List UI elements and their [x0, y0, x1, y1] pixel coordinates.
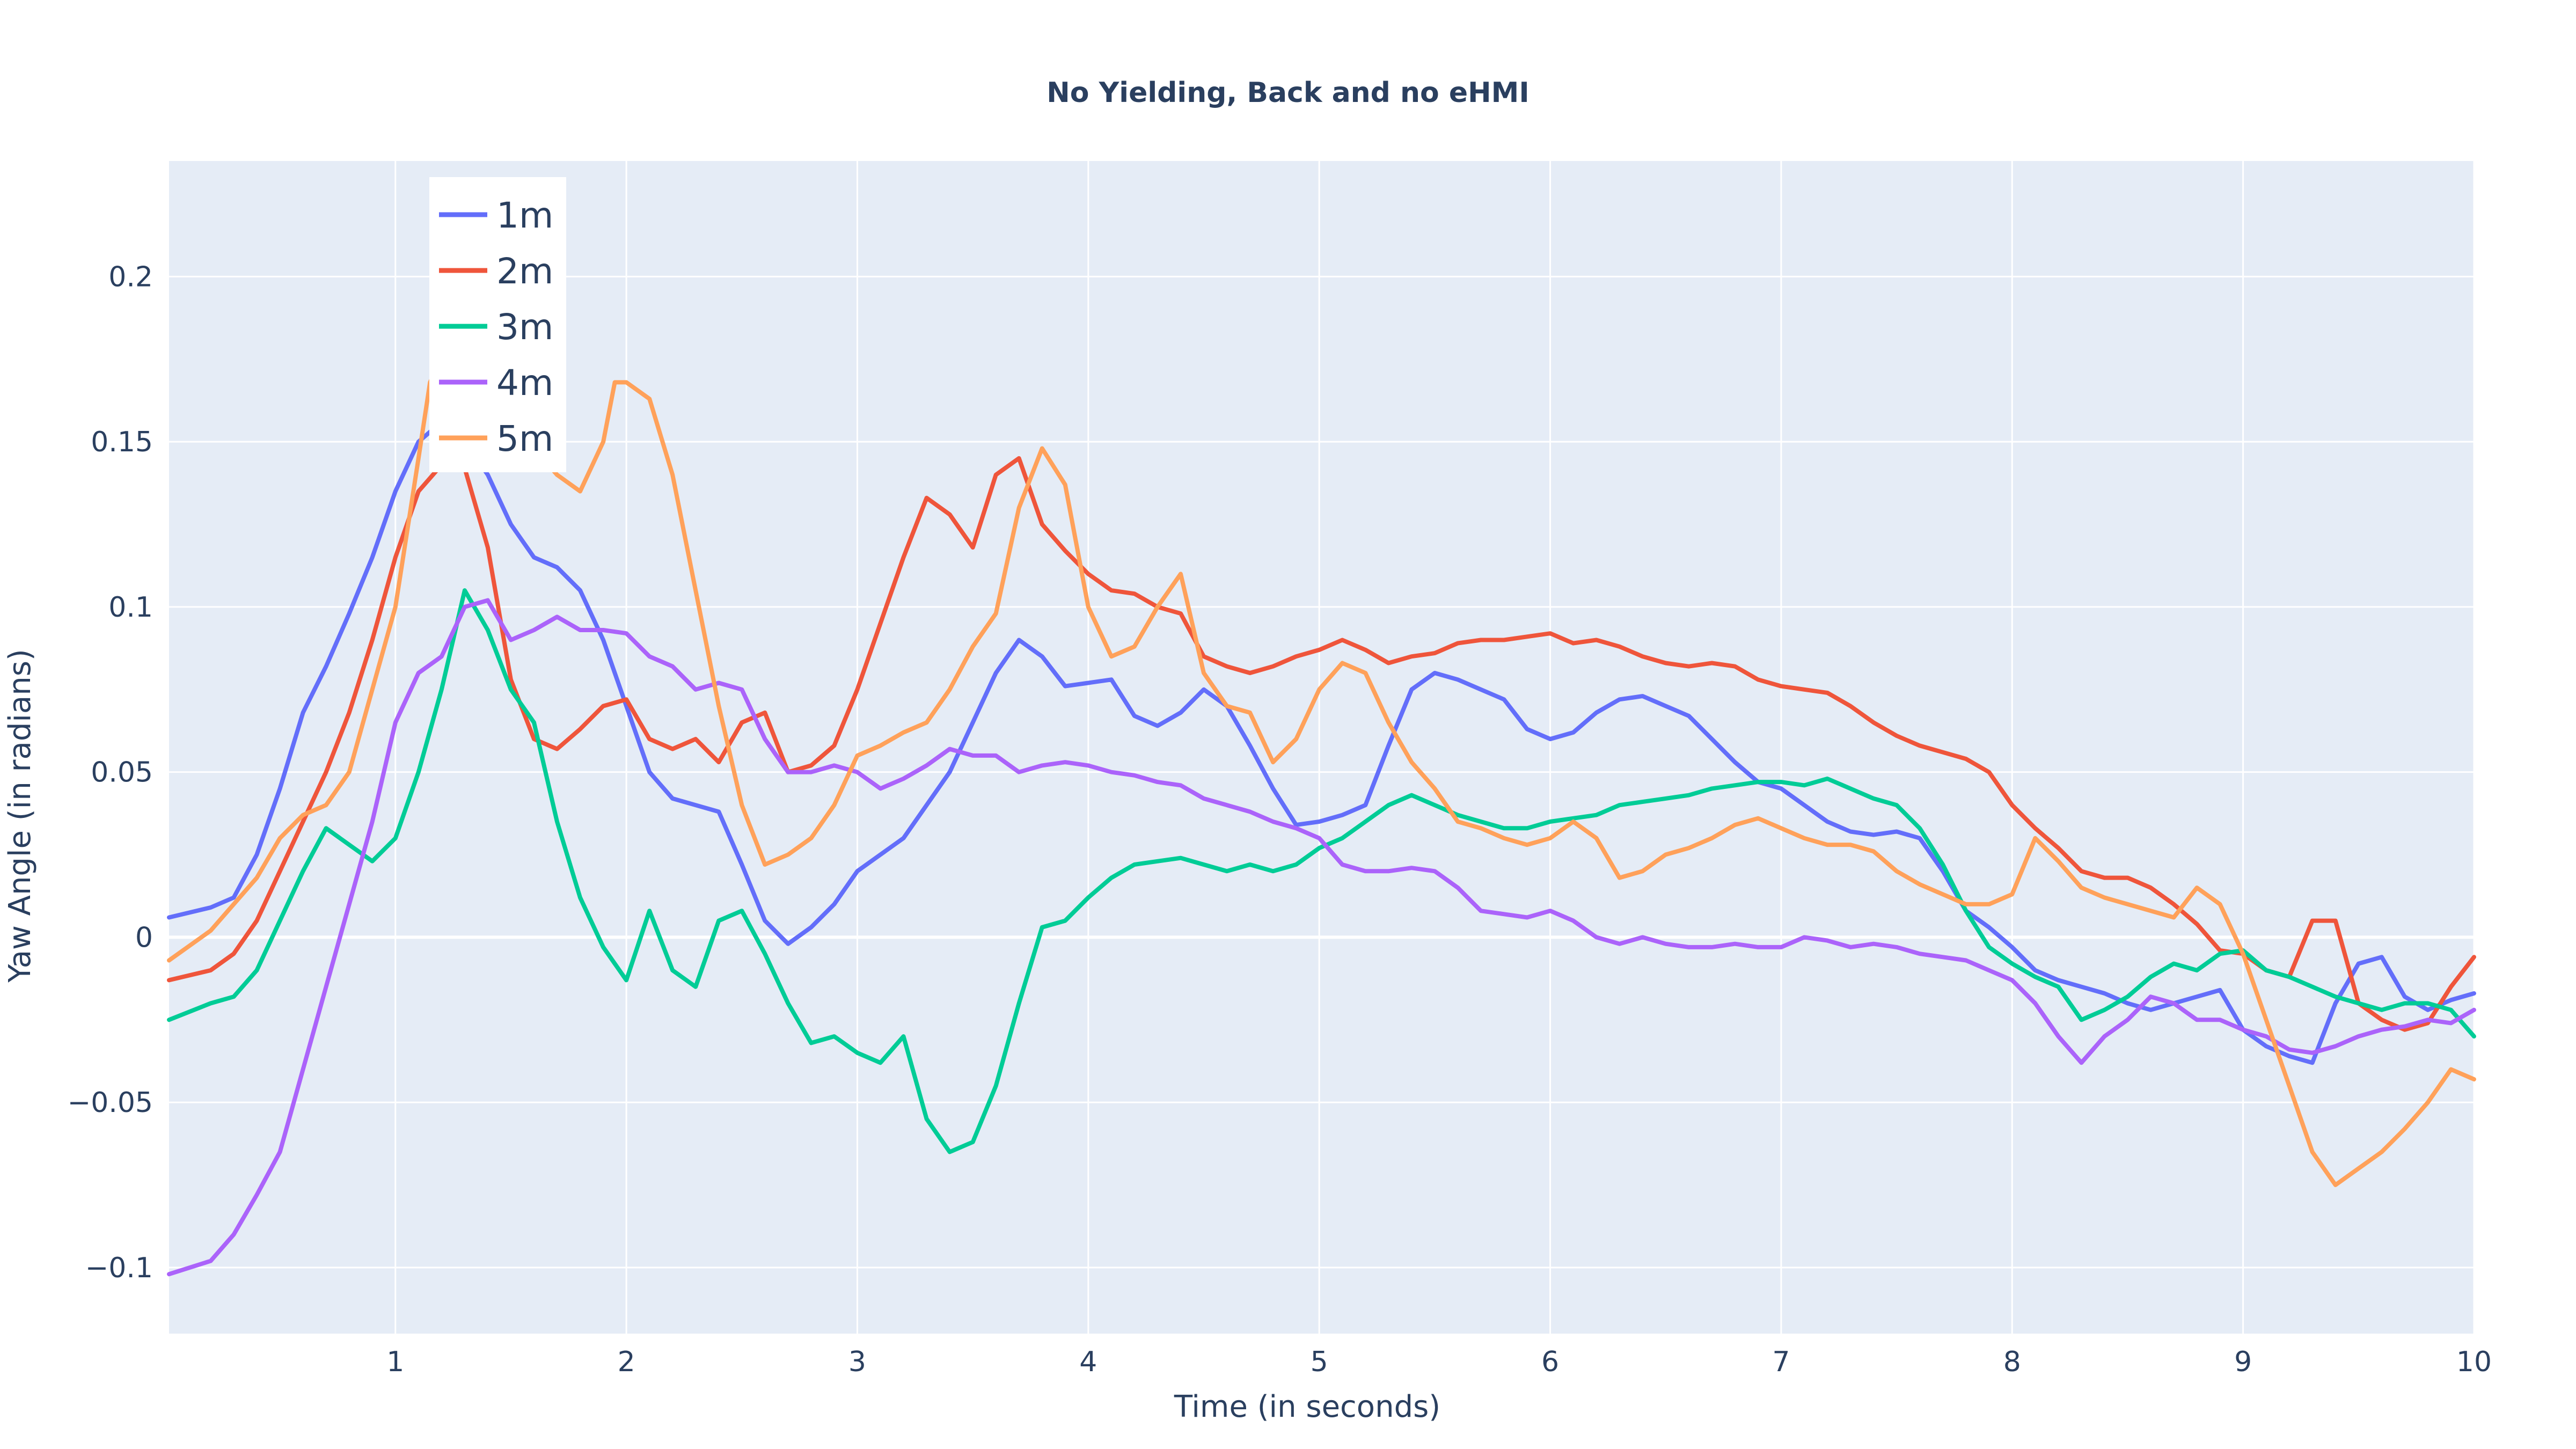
legend-item-3m[interactable]: 3m — [439, 306, 553, 348]
y-axis-title: Yaw Angle (in radians) — [3, 649, 38, 983]
legend-item-2m[interactable]: 2m — [439, 251, 553, 292]
x-tick-label: 2 — [618, 1346, 635, 1378]
chart-title: No Yielding, Back and no eHMI — [1046, 77, 1529, 109]
legend-label: 4m — [496, 362, 553, 404]
x-tick-label: 7 — [1772, 1346, 1790, 1378]
tick-labels: 1 2 3 4 5 6 7 8 9 10 −0.1 −0.05 0 0.05 0.1 0.15 0.2 — [68, 261, 2492, 1378]
y-tick-label: 0.05 — [91, 757, 153, 789]
y-tick-label: 0.1 — [108, 591, 153, 624]
x-tick-label: 4 — [1079, 1346, 1097, 1378]
legend-item-1m[interactable]: 1m — [439, 195, 553, 236]
x-tick-label: 8 — [2003, 1346, 2021, 1378]
series-line-4m — [167, 598, 2476, 1277]
series-line-3m — [167, 588, 2476, 1154]
x-tick-label: 6 — [1541, 1346, 1559, 1378]
x-tick-label: 3 — [848, 1346, 866, 1378]
x-tick-label: 10 — [2456, 1346, 2492, 1378]
legend-label: 5m — [496, 418, 553, 459]
legend-item-5m[interactable]: 5m — [439, 418, 553, 459]
x-tick-label: 5 — [1311, 1346, 1328, 1378]
legend-label: 1m — [496, 195, 553, 236]
legend-items: 1m 2m 3m 4m 5m — [439, 195, 553, 459]
x-axis-title: Time (in seconds) — [1174, 1389, 1440, 1424]
series-line-2m — [167, 456, 2476, 1032]
y-tick-label: 0 — [135, 921, 153, 954]
y-tick-label: −0.1 — [85, 1252, 153, 1284]
x-tick-label: 9 — [2234, 1346, 2252, 1378]
y-tick-label: 0.2 — [108, 261, 153, 293]
legend[interactable]: 1m 2m 3m 4m 5m — [429, 177, 566, 472]
legend-item-4m[interactable]: 4m — [439, 362, 553, 404]
y-tick-label: 0.15 — [91, 426, 153, 458]
y-tick-label: −0.05 — [68, 1087, 153, 1119]
series-line-1m — [167, 420, 2476, 1065]
gridlines — [169, 161, 2475, 1334]
legend-label: 3m — [496, 306, 553, 348]
x-tick-label: 1 — [386, 1346, 404, 1378]
legend-label: 2m — [496, 251, 553, 292]
